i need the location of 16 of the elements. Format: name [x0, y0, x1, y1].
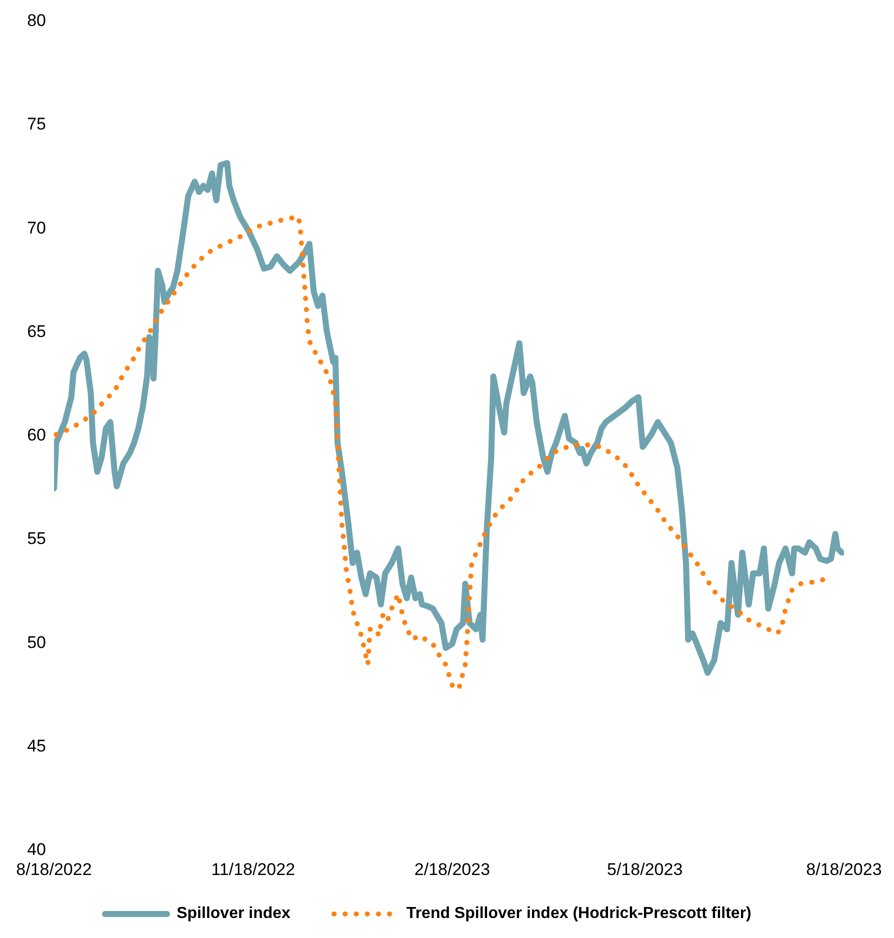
y-tick-label: 75: [27, 114, 46, 134]
y-tick-label: 80: [27, 11, 46, 30]
y-tick-label: 70: [27, 218, 46, 238]
y-tick-label: 40: [27, 840, 46, 860]
y-tick-label: 65: [27, 322, 46, 341]
y-tick-label: 55: [27, 529, 46, 548]
x-tick-label: 2/18/2023: [414, 860, 490, 880]
legend-label: Spillover index: [176, 905, 290, 923]
y-tick-label: 50: [27, 632, 46, 652]
x-tick-label: 5/18/2023: [607, 860, 683, 880]
x-tick-label: 8/18/2022: [16, 860, 92, 880]
x-tick-label: 8/18/2023: [806, 860, 882, 880]
legend-label: Trend Spillover index (Hodrick-Prescott filter): [406, 905, 752, 923]
y-tick-label: 45: [27, 736, 46, 756]
y-tick-label: 60: [27, 426, 46, 445]
x-tick-label: 11/18/2022: [211, 860, 296, 880]
